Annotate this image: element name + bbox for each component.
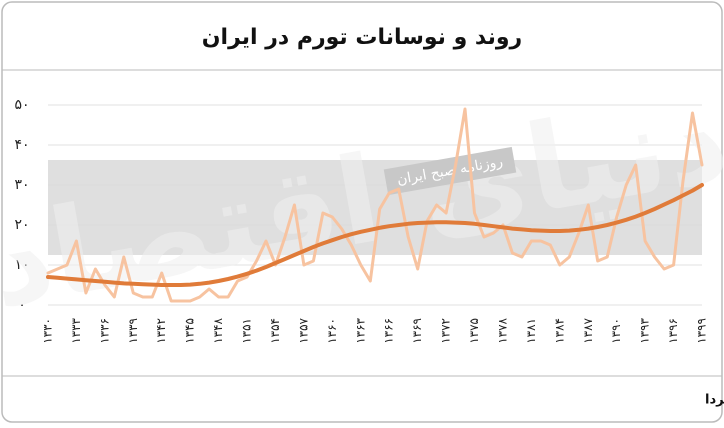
chart-title: روند و نوسانات تورم در ایران xyxy=(202,25,522,50)
x-tick-label: ۱۳۳۳ xyxy=(69,317,83,343)
y-tick-label: ۴۰ xyxy=(14,137,29,153)
source: منبع: تجارت فردا xyxy=(705,393,724,408)
x-tick-label: ۱۳۳۶ xyxy=(97,318,111,344)
x-tick-label: ۱۳۹۶ xyxy=(666,318,680,344)
x-tick-label: ۱۳۵۷ xyxy=(296,317,310,343)
x-tick-label: ۱۳۷۵ xyxy=(467,318,481,344)
x-tick-label: ۱۳۳۰ xyxy=(41,318,55,344)
x-tick-label: ۱۳۸۷ xyxy=(581,317,595,343)
x-tick-label: ۱۳۹۳ xyxy=(638,317,652,343)
x-tick-label: ۱۳۸۱ xyxy=(524,318,538,344)
x-tick-label: ۱۳۹۰ xyxy=(609,318,623,344)
series-line xyxy=(46,183,704,287)
x-tick-label: ۱۳۵۱ xyxy=(240,318,254,344)
x-tick-label: ۱۳۹۹ xyxy=(695,318,709,344)
y-tick-label: ۰ xyxy=(18,297,26,313)
x-tick-label: ۱۳۶۰ xyxy=(325,318,339,344)
x-tick-label: ۱۳۶۳ xyxy=(353,317,367,343)
x-tick-label: ۱۳۴۵ xyxy=(183,318,197,344)
x-tick-label: ۱۳۷۲ xyxy=(439,318,453,344)
x-tick-label: ۱۳۸۴ xyxy=(552,318,566,344)
x-tick-label: ۱۳۳۹ xyxy=(126,318,140,344)
y-tick-label: ۳۰ xyxy=(14,177,29,193)
x-tick-label: ۱۳۷۸ xyxy=(495,317,509,343)
y-tick-label: ۲۰ xyxy=(14,217,29,233)
y-tick-label: ۵۰ xyxy=(14,97,29,113)
y-tick-label: ۱۰ xyxy=(14,257,29,273)
x-tick-label: ۱۳۶۶ xyxy=(382,318,396,344)
x-tick-label: ۱۳۴۸ xyxy=(211,317,225,343)
x-tick-label: ۱۳۴۲ xyxy=(154,318,168,344)
watermark-box xyxy=(383,146,517,196)
x-tick-label: ۱۳۶۹ xyxy=(410,318,424,344)
x-tick-label: ۱۳۵۴ xyxy=(268,318,282,344)
